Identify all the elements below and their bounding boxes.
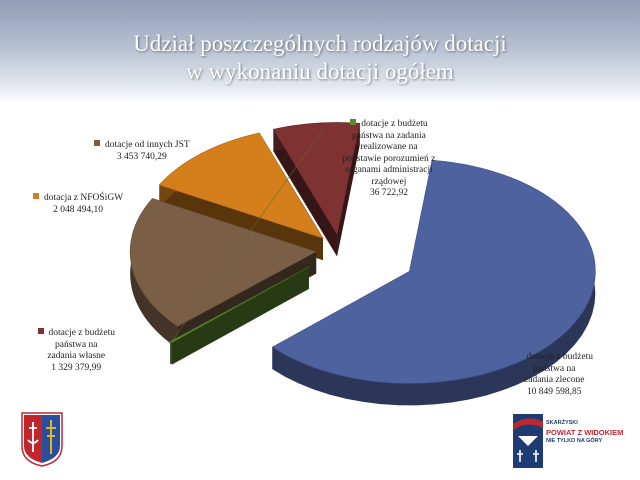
data-label-line: państwa na zadania (343, 131, 436, 143)
pie-slice-wall-wlasne-1 (337, 123, 360, 257)
brand-line-1: SKARŻYSKI (546, 420, 578, 426)
pie-slice-top-zlecone (271, 159, 596, 384)
data-label-value: 3 453 740,29 (116, 151, 167, 162)
pie-slice-top-inne_jst (129, 198, 317, 327)
data-label-line: organami administracji (343, 165, 436, 177)
data-label-text: dotacja z NFOŚiGW (44, 193, 124, 203)
data-label-line: zadania własne (38, 351, 115, 363)
pie-slice-side-inne_jst (130, 198, 178, 349)
data-label-line: dotacje z budżetu (515, 352, 593, 364)
data-label-text: dotacje od innych JST (105, 140, 190, 150)
pie-slice-wlasne (272, 122, 361, 257)
data-label-porozumienia: dotacje z budżetu państwa na zadania reali… (343, 119, 436, 200)
brand-line-3: NIE TYLKO NA GÓRY (546, 438, 603, 444)
pie-slice-wall-wlasne-0 (273, 129, 338, 257)
pie-slice-top-wlasne (272, 122, 361, 236)
legend-swatch-porozumienia (350, 119, 357, 125)
pie-slice-zlecone (271, 159, 596, 406)
pie-slice-side-zlecone (272, 160, 596, 406)
data-label-line: rządowej (343, 177, 436, 189)
data-label-text: organami administracji (345, 165, 433, 175)
pie-slice-wall-porozumienia-1 (170, 266, 309, 364)
data-label-line: zadania zlecone (516, 375, 593, 387)
data-label-line: dotacje od innych JST (94, 140, 190, 152)
slide-title-line-1: Udział poszczególnych rodzajów dotacji (133, 31, 507, 56)
data-label-text: realizowane na (360, 142, 418, 152)
leader-line-porozumienia (170, 127, 325, 343)
pie-slice-porozumienia (169, 266, 310, 365)
slide-title-line-2: w wykonaniu dotacji ogółem (186, 59, 454, 84)
data-label-line: dotacje z budżetu (37, 328, 115, 340)
pie-slice-top-nfosigw (158, 132, 324, 239)
data-label-text: państwa na (532, 363, 576, 374)
data-label-text: podstawie porozumień z (342, 153, 436, 164)
data-label-value: 1 329 379,99 (51, 362, 102, 373)
data-label-nfosigw: dotacja z NFOŚiGW 2 048 494,10 (33, 193, 123, 216)
data-label-wlasne: dotacje z budżetu państwa na zadania własn… (37, 328, 115, 374)
legend-swatch-nfosigw (33, 193, 39, 199)
data-label-text: zadania zlecone (524, 375, 585, 385)
legend-swatch-zlecone (515, 352, 522, 358)
data-label-text: dotacje z budżetu (48, 328, 115, 338)
slide-title: Udział poszczególnych rodzajów dotacji w… (0, 30, 640, 86)
data-label-line: realizowane na (343, 142, 436, 154)
brand-line-2: POWIAT Z WIDOKIEM (546, 428, 624, 437)
data-label-text: dotacje z budżetu (361, 119, 428, 129)
data-label-value: 10 849 598,85 (526, 386, 582, 397)
data-label-text: rządowej (371, 176, 407, 187)
powiat-logo-icon (513, 414, 543, 468)
data-label-inne_jst: dotacje od innych JST 3 453 740,29 (94, 140, 190, 163)
data-label-zlecone: dotacje z budżetu państwa na zadania zleco… (515, 352, 593, 398)
powiat-brand-text: SKARŻYSKI POWIAT Z WIDOKIEM NIE TYLKO NA… (546, 419, 623, 446)
data-label-value: 2 048 494,10 (53, 204, 104, 215)
pie-slice-side-porozumienia (170, 341, 172, 365)
legend-swatch-wlasne (37, 328, 44, 334)
data-label-line: dotacje z budżetu (343, 119, 436, 131)
coat-of-arms-icon (21, 412, 63, 467)
data-label-line: dotacja z NFOŚiGW (33, 193, 123, 205)
legend-swatch-inne_jst (94, 140, 100, 146)
data-label-line: państwa na (38, 340, 115, 352)
slide-header-band (0, 0, 640, 104)
data-label-line: podstawie porozumień z (343, 154, 436, 166)
data-label-text: państwa na (54, 339, 98, 350)
data-label-text: państwa na zadania (352, 130, 426, 141)
data-label-value: 36 722,92 (369, 188, 408, 198)
data-label-line: państwa na (516, 364, 593, 376)
data-label-text: zadania własne (47, 351, 106, 361)
data-label-text: dotacje z budżetu (526, 352, 593, 362)
